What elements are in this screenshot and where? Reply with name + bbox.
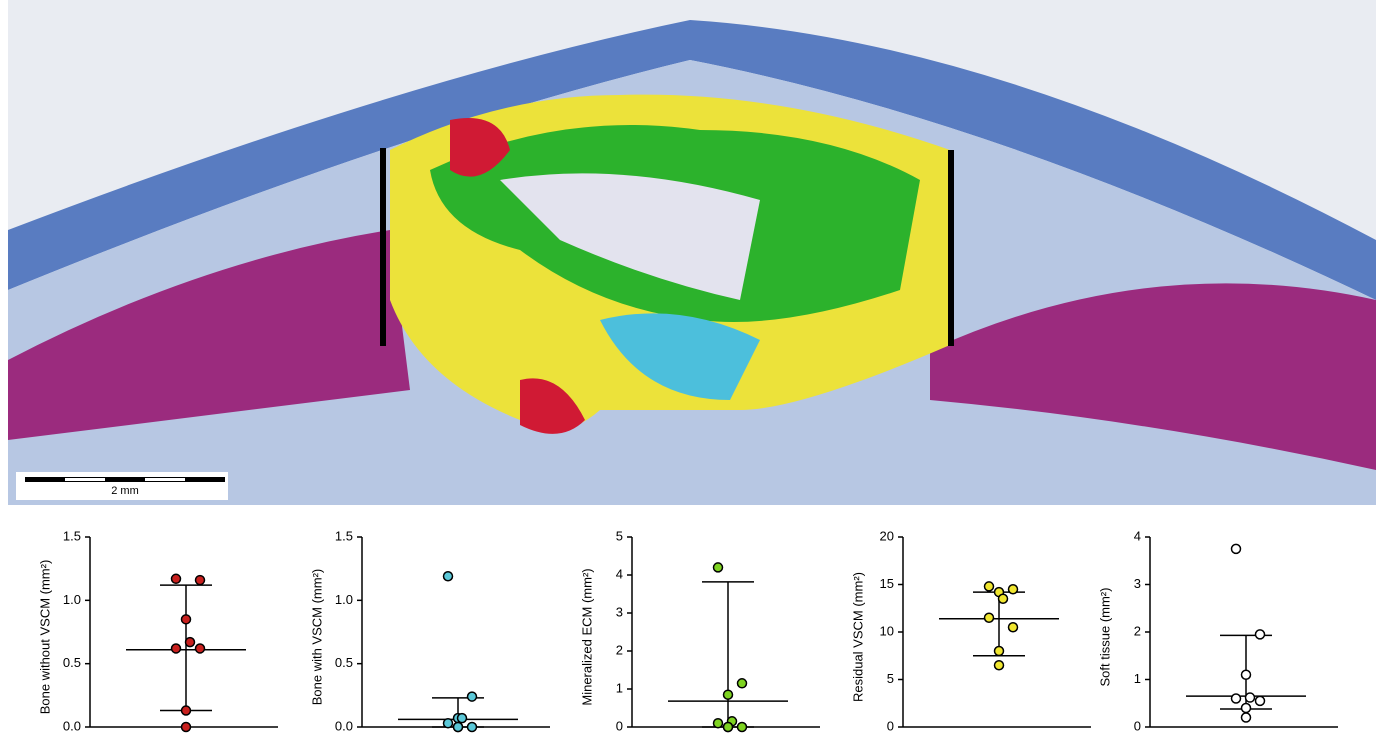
data-point [182, 723, 191, 732]
data-point [999, 594, 1008, 603]
data-point [724, 723, 733, 732]
histology-image: 2 mm [8, 0, 1376, 505]
data-point [458, 714, 467, 723]
data-point [985, 613, 994, 622]
data-point [468, 692, 477, 701]
y-tick-label: 2 [1134, 623, 1141, 638]
y-tick-label: 5 [887, 671, 894, 686]
data-point [1246, 693, 1255, 702]
data-point [714, 563, 723, 572]
y-tick-label: 5 [616, 528, 623, 543]
y-tick-label: 0.0 [63, 718, 81, 733]
y-axis-label: Residual VSCM (mm²) [850, 572, 865, 702]
y-tick-label: 3 [1134, 576, 1141, 591]
data-point [1256, 630, 1265, 639]
data-point [714, 719, 723, 728]
data-point [1242, 670, 1251, 679]
data-point [468, 723, 477, 732]
data-point [196, 576, 205, 585]
data-point [1009, 585, 1018, 594]
scale-bar-label: 2 mm [111, 485, 139, 497]
data-point [182, 706, 191, 715]
y-tick-label: 1.5 [335, 528, 353, 543]
y-tick-label: 1.0 [335, 592, 353, 607]
y-tick-label: 1.0 [63, 592, 81, 607]
y-tick-label: 2 [616, 642, 623, 657]
figure: 2 mm 0.0 0.5 1.0 1.5 Bone without VSCM (mm²)… [0, 0, 1384, 733]
data-point [995, 647, 1004, 656]
data-point [1009, 623, 1018, 632]
y-axis-label: Bone without VSCM (mm²) [37, 560, 52, 715]
y-tick-label: 0 [887, 718, 894, 733]
y-tick-label: 1 [1134, 671, 1141, 686]
data-point [454, 723, 463, 732]
y-tick-label: 4 [616, 566, 623, 581]
data-point [985, 582, 994, 591]
y-tick-label: 1.5 [63, 528, 81, 543]
y-tick-label: 1 [616, 680, 623, 695]
y-tick-label: 10 [880, 623, 894, 638]
y-tick-label: 0 [1134, 718, 1141, 733]
data-point [1232, 544, 1241, 553]
y-tick-label: 3 [616, 604, 623, 619]
y-tick-label: 0.5 [63, 655, 81, 670]
data-point [1256, 696, 1265, 705]
data-point [1242, 704, 1251, 713]
data-point [172, 574, 181, 583]
y-tick-label: 4 [1134, 528, 1141, 543]
y-tick-label: 0.0 [335, 718, 353, 733]
data-point [1232, 694, 1241, 703]
y-tick-label: 15 [880, 576, 894, 591]
data-point [738, 679, 747, 688]
y-tick-label: 0 [616, 718, 623, 733]
data-point [995, 661, 1004, 670]
y-axis-label: Mineralized ECM (mm²) [579, 568, 594, 705]
y-axis-label: Soft tissue (mm²) [1097, 588, 1112, 687]
data-point [182, 615, 191, 624]
data-point [738, 723, 747, 732]
data-point [172, 644, 181, 653]
data-point [444, 719, 453, 728]
data-point [196, 644, 205, 653]
data-point [724, 690, 733, 699]
y-axis-label: Bone with VSCM (mm²) [309, 569, 324, 706]
y-tick-label: 20 [880, 528, 894, 543]
data-point [444, 572, 453, 581]
data-point [186, 638, 195, 647]
data-point [1242, 713, 1251, 722]
y-tick-label: 0.5 [335, 655, 353, 670]
